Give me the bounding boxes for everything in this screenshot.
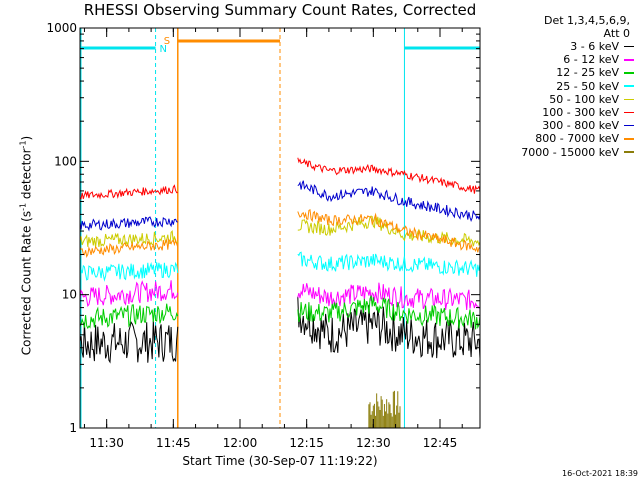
y-axis-label-sup: -1 — [18, 202, 28, 211]
legend-entry: 25 - 50 keV — [521, 80, 634, 93]
legend-header: Det 1,3,4,5,6,9, Att 0 — [544, 14, 630, 40]
plot-frame — [79, 27, 481, 429]
x-tick-label: 11:30 — [89, 436, 124, 450]
legend-entry-label: 100 - 300 keV — [542, 105, 619, 119]
legend-swatch — [624, 151, 634, 153]
y-tick-label: 10 — [62, 288, 77, 302]
legend-swatch — [624, 85, 634, 87]
x-tick-label: 12:00 — [223, 436, 258, 450]
x-tick-label: 12:45 — [423, 436, 458, 450]
series-line-5-part-1 — [297, 157, 481, 194]
y-axis-label-end: ) — [19, 135, 34, 141]
legend-entry: 100 - 300 keV — [521, 106, 634, 119]
legend: 3 - 6 keV 6 - 12 keV 12 - 25 keV 25 - 50 ke… — [521, 40, 634, 159]
legend-entry-label: 300 - 800 keV — [542, 119, 619, 133]
legend-swatch — [624, 45, 634, 48]
legend-swatch — [624, 111, 634, 114]
legend-swatch — [624, 59, 634, 61]
series-line-1-part-0 — [79, 280, 179, 307]
y-axis-label-sup-2: -1 — [18, 140, 28, 149]
y-tick-label: 1000 — [46, 21, 77, 35]
legend-entry: 3 - 6 keV — [521, 40, 634, 53]
series-line-6-part-0 — [79, 216, 178, 232]
series-line-0-part-1 — [297, 296, 481, 359]
legend-entry-label: 800 - 7000 keV — [535, 132, 619, 146]
night-marker: N — [160, 44, 167, 55]
legend-swatch — [624, 138, 634, 140]
legend-entry-label: 6 - 12 keV — [563, 53, 619, 67]
legend-entry-label: 25 - 50 keV — [556, 79, 619, 93]
legend-entry: 12 - 25 keV — [521, 66, 634, 79]
x-tick-label: 12:15 — [289, 436, 324, 450]
chart-title: RHESSI Observing Summary Count Rates, Co… — [83, 1, 477, 19]
y-axis-label-mid: detector — [19, 148, 34, 203]
legend-swatch — [624, 98, 634, 101]
series-line-0-part-0 — [79, 320, 179, 364]
legend-entry: 300 - 800 keV — [521, 119, 634, 132]
saa-marker: S — [164, 36, 170, 47]
series-line-5-part-0 — [79, 184, 178, 200]
series-line-3-part-1 — [297, 251, 481, 277]
series-line-7-part-1 — [297, 209, 481, 253]
y-tick-label: 1 — [69, 421, 77, 435]
series-line-4-part-0 — [79, 230, 179, 248]
legend-entry: 800 - 7000 keV — [521, 132, 634, 145]
y-tick-label: 100 — [54, 154, 77, 168]
legend-swatch — [624, 72, 634, 74]
y-axis-label-text: Corrected Count Rate (s — [19, 210, 34, 356]
x-tick-label: 11:45 — [156, 436, 191, 450]
legend-entry: 7000 - 15000 keV — [521, 146, 634, 159]
legend-entry-label: 50 - 100 keV — [549, 92, 619, 106]
y-axis-label: Corrected Count Rate (s-1 detector-1) — [19, 136, 34, 356]
series-line-2-part-1 — [297, 295, 481, 330]
series-line-3-part-0 — [79, 261, 179, 282]
legend-header-line-2: Att 0 — [603, 27, 630, 40]
x-tick-label: 12:30 — [356, 436, 391, 450]
legend-header-line-1: Det 1,3,4,5,6,9, — [543, 14, 630, 27]
legend-swatch — [624, 124, 634, 127]
series-line-7-part-0 — [79, 238, 179, 258]
series-line-4-part-1 — [297, 215, 481, 247]
legend-entry: 50 - 100 keV — [521, 93, 634, 106]
series-line-6-part-1 — [297, 180, 481, 223]
legend-entry: 6 - 12 keV — [521, 53, 634, 66]
legend-entry-label: 7000 - 15000 keV — [521, 145, 619, 159]
legend-entry-label: 3 - 6 keV — [570, 40, 619, 53]
series-line-2-part-0 — [79, 303, 179, 330]
generation-timestamp: 16-Oct-2021 18:39 — [562, 469, 638, 478]
x-axis-label: Start Time (30-Sep-07 11:19:22) — [182, 454, 378, 468]
legend-entry-label: 12 - 25 keV — [556, 66, 619, 80]
series-line-1-part-1 — [297, 282, 481, 311]
